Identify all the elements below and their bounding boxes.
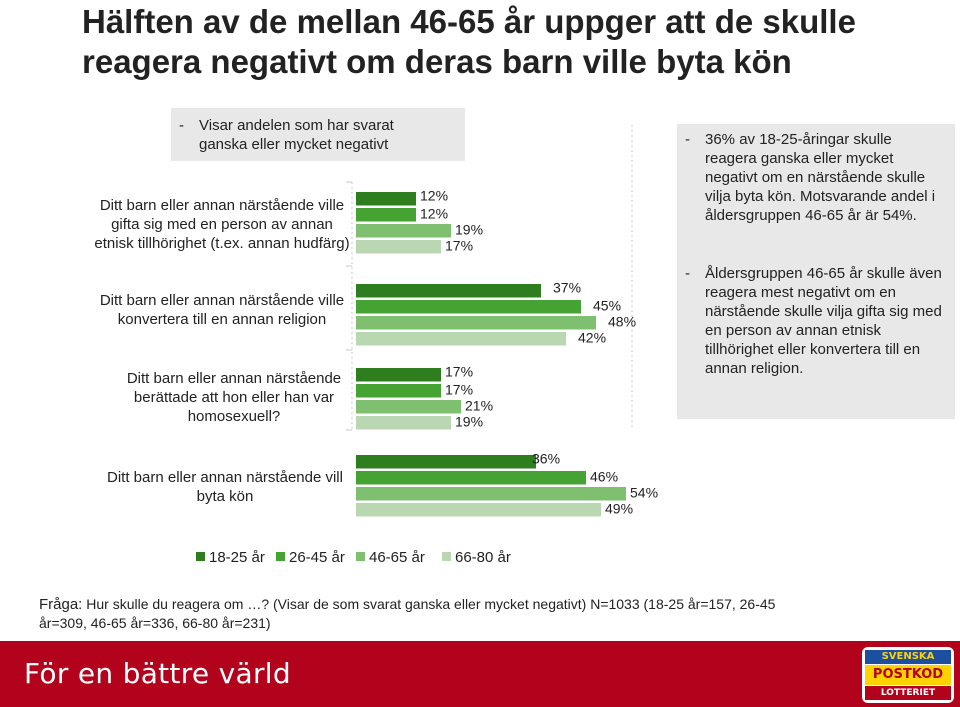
note-1-text: 36% av 18-25-åringar skulle reagera gans… — [705, 131, 936, 224]
data-label-3-0: 36% — [532, 450, 560, 466]
bar-3-0 — [356, 455, 536, 469]
legend-label-3: 66-80 år — [455, 549, 511, 566]
data-label-2-1: 17% — [445, 381, 473, 397]
bar-2-0 — [356, 368, 441, 382]
note-2-dash: - — [685, 265, 690, 282]
legend-item-3: 66-80 år — [442, 549, 511, 566]
data-label-2-2: 21% — [465, 397, 493, 413]
legend-item-1: 26-45 år — [276, 549, 345, 566]
legend-swatch-2 — [356, 551, 365, 561]
question-text: Hur skulle du reagera om …? (Visar de so… — [39, 596, 776, 631]
legend-swatch-3 — [442, 551, 451, 561]
footer-bar: För en bättre värld — [0, 641, 960, 707]
legend-item-2: 46-65 år — [356, 549, 425, 566]
bar-0-2 — [356, 224, 451, 238]
category-label-0: Ditt barn eller annan närstående ville g… — [94, 197, 350, 252]
data-label-0-2: 19% — [455, 221, 483, 237]
data-label-2-3: 19% — [455, 413, 483, 429]
note-2: - Åldersgruppen 46-65 år skulle även rea… — [685, 264, 947, 378]
legend-item-0: 18-25 år — [196, 549, 265, 566]
note-1-dash: - — [685, 131, 690, 148]
legend-label-0: 18-25 år — [209, 549, 265, 566]
note-2-text: Åldersgruppen 46-65 år skulle även reage… — [705, 265, 942, 377]
footer-tagline: För en bättre värld — [24, 657, 291, 690]
survey-question: Fråga: Hur skulle du reagera om …? (Visa… — [39, 595, 799, 633]
legend-label-2: 46-65 år — [369, 549, 425, 566]
bar-3-2 — [356, 487, 626, 501]
bar-0-3 — [356, 240, 441, 254]
bar-1-3 — [356, 332, 566, 346]
data-label-0-0: 12% — [420, 187, 448, 203]
logo-line-2: POSTKOD — [865, 665, 951, 685]
legend-swatch-1 — [276, 551, 285, 561]
category-label-2: Ditt barn eller annan närstående berätta… — [126, 370, 342, 425]
bar-3-1 — [356, 471, 586, 485]
subtitle-dash: - — [179, 117, 184, 134]
notes-box: - 36% av 18-25-åringar skulle reagera ga… — [677, 124, 955, 419]
question-label: Fråga: — [39, 596, 83, 613]
bar-1-0 — [356, 284, 541, 298]
data-label-0-1: 12% — [420, 205, 448, 221]
subtitle: - Visar andelen som har svarat ganska el… — [179, 116, 441, 154]
data-label-1-0: 37% — [553, 279, 581, 295]
bar-2-1 — [356, 384, 441, 398]
data-label-0-3: 17% — [445, 237, 473, 253]
bar-2-2 — [356, 400, 461, 414]
data-label-1-1: 45% — [593, 297, 621, 313]
category-label-1: Ditt barn eller annan närstående ville k… — [99, 292, 345, 328]
subtitle-text: Visar andelen som har svarat ganska elle… — [199, 117, 394, 153]
bar-chart: 12%12%19%17%37%45%48%42%17%17%21%19%36%4… — [346, 125, 658, 517]
data-label-1-2: 48% — [608, 313, 636, 329]
logo-line-1: SVENSKA — [865, 650, 951, 664]
postkodlotteriet-logo: SVENSKA POSTKOD LOTTERIET — [862, 647, 954, 703]
note-1: - 36% av 18-25-åringar skulle reagera ga… — [685, 130, 947, 225]
data-label-1-3: 42% — [578, 329, 606, 345]
bar-0-0 — [356, 192, 416, 206]
bar-3-3 — [356, 503, 601, 517]
subtitle-box: - Visar andelen som har svarat ganska el… — [171, 108, 465, 161]
slide-title: Hälften av de mellan 46-65 år uppger att… — [82, 3, 856, 80]
category-label-3: Ditt barn eller annan närstående vill by… — [107, 469, 343, 505]
data-label-3-1: 46% — [590, 468, 618, 484]
bar-1-1 — [356, 300, 581, 314]
data-label-3-2: 54% — [630, 484, 658, 500]
bar-0-1 — [356, 208, 416, 222]
data-label-3-3: 49% — [605, 500, 633, 516]
bar-2-3 — [356, 416, 451, 430]
data-label-2-0: 17% — [445, 363, 473, 379]
logo-line-3: LOTTERIET — [865, 686, 951, 700]
bar-1-2 — [356, 316, 596, 330]
legend-swatch-0 — [196, 551, 205, 561]
legend-label-1: 26-45 år — [289, 549, 345, 566]
